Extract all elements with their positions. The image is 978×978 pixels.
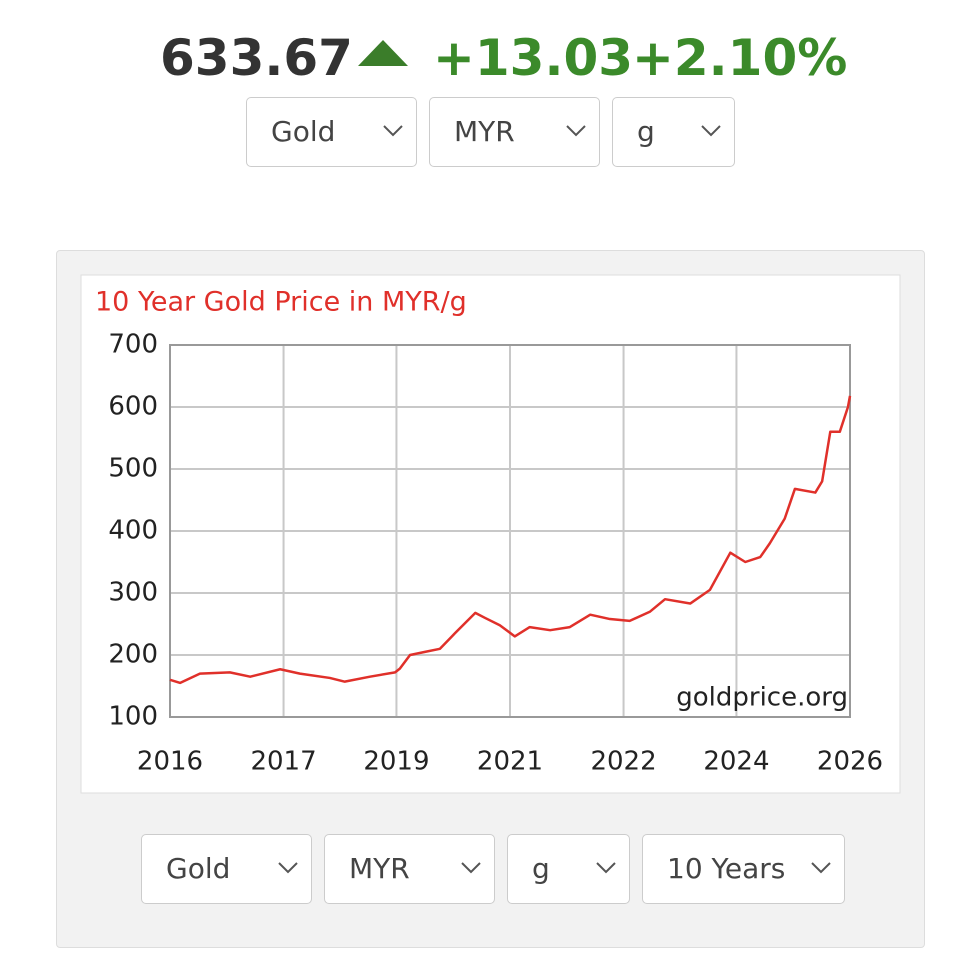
x-tick-label: 2022 [590,747,656,777]
dropdown[interactable]: g [507,834,630,904]
dropdown[interactable]: MYR [324,834,495,904]
dropdown-label: Gold [166,852,231,885]
change-percent: +2.10% [632,29,848,87]
chevron [701,125,721,137]
chart-title: 10 Year Gold Price in MYR/g [95,287,467,318]
dropdown[interactable]: Gold [246,97,417,167]
y-tick-label: 300 [108,578,158,608]
dropdown-label: g [637,115,655,148]
x-tick-label: 2019 [363,747,429,777]
watermark: goldprice.org [676,683,848,713]
chart-frame [80,274,901,794]
chevron [278,862,298,874]
price: 633.67 [160,29,353,87]
x-tick-label: 2021 [477,747,543,777]
x-tick-label: 2024 [703,747,769,777]
y-tick-label: 100 [108,702,158,732]
y-tick-label: 600 [108,392,158,422]
change: +13.03 [433,29,634,87]
chevron [383,125,403,137]
y-tick-label: 500 [108,454,158,484]
chevron [566,125,586,137]
dropdown[interactable]: g [612,97,735,167]
dropdown-label: Gold [271,115,336,148]
dropdown[interactable]: MYR [429,97,600,167]
y-tick-label: 400 [108,516,158,546]
dropdown-label: MYR [349,852,410,885]
y-tick-label: 700 [108,330,158,360]
dropdown-label: MYR [454,115,515,148]
up-arrow [358,40,408,66]
x-tick-label: 2026 [817,747,883,777]
x-tick-label: 2016 [137,747,203,777]
dropdown-label: 10 Years [667,852,786,885]
x-tick-label: 2017 [250,747,316,777]
dropdown[interactable]: 10 Years [642,834,845,904]
chevron [596,862,616,874]
chevron [811,862,831,874]
plot-border [169,344,851,718]
dropdown-label: g [532,852,550,885]
chevron [461,862,481,874]
price-line [169,395,852,685]
dropdown[interactable]: Gold [141,834,312,904]
y-tick-label: 200 [108,640,158,670]
